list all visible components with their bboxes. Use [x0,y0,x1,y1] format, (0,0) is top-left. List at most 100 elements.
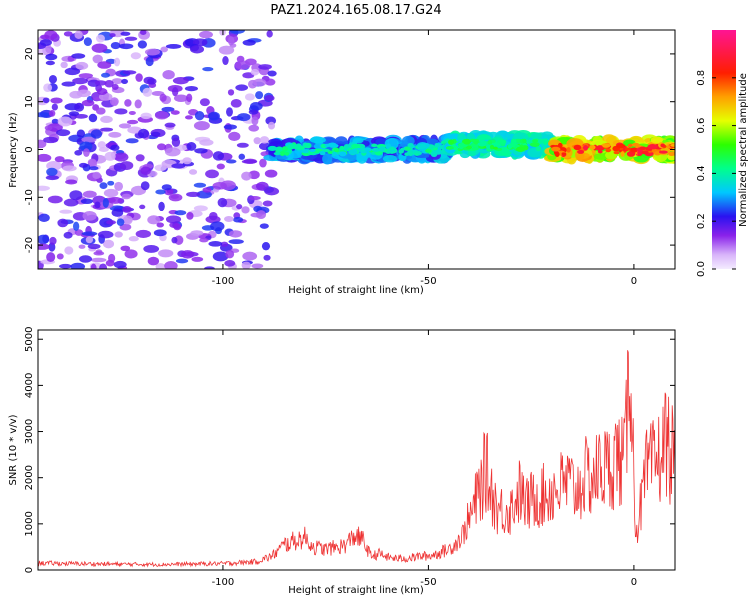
spectrogram-cell [164,147,181,157]
spectrogram-cell [168,193,183,202]
spectrogram-cell [241,206,250,214]
spectrogram-cell [97,88,108,96]
spectrogram-cell [228,239,244,245]
spectrogram-cell [360,147,366,153]
spectrogram-cell [193,182,207,188]
spectrogram-cell [230,99,242,108]
spectrogram-cell [114,152,129,162]
spectrogram-cell [241,159,258,164]
spectrogram-cell [375,138,387,146]
spectrogram-cell [108,253,116,263]
spectrogram-cell [111,78,123,85]
spectrogram-cell [69,190,83,201]
spectrogram-cell [80,198,93,205]
spectrogram-x-label: Height of straight line (km) [288,285,424,296]
spectrogram-y-tick-label: 0 [24,146,35,152]
spectrogram-cell [193,121,210,131]
spectrogram-cell [264,187,280,196]
spectrogram-cell [452,145,459,151]
spectrogram-cell [430,151,438,158]
spectrogram-cell [46,167,58,176]
spectrogram-cell [122,215,133,225]
spectrogram-cell [532,139,538,143]
spectrogram-cell [236,113,251,122]
spectrogram-cell [94,201,101,209]
spectrogram-cell [104,151,116,161]
spectrogram-cell [137,40,147,49]
spectrogram-cell [210,221,225,232]
spectrogram-cell [72,77,88,85]
spectrogram-cell [68,111,80,117]
spectrogram-cell [147,215,161,225]
spectrogram-cell [48,110,56,117]
spectrogram-cell [263,254,271,261]
spectrogram-cell [43,136,59,144]
spectrogram-cell [529,142,540,147]
spectrogram-cell [46,252,56,263]
spectrogram-cell [59,263,72,269]
spectrogram-cell [78,73,93,79]
spectrogram-cell [241,171,252,181]
colorbar-tick-label: 0.8 [696,70,707,86]
colorbar-tick-label: 0.2 [696,213,707,229]
spectrogram-cell [108,131,122,138]
spectrogram-cell [143,244,160,253]
snr-y-tick-label: 1000 [24,511,35,536]
spectrogram-cell [371,147,381,152]
spectrogram-cell [64,246,74,255]
spectrogram-cell [87,158,97,167]
spectrogram-cell [253,137,262,145]
spectrogram-cell [228,131,241,141]
spectrogram-cell [155,189,166,195]
spectrogram-cell [339,145,345,151]
spectrogram-cell [371,143,378,148]
spectrogram-cell [78,162,88,168]
spectrogram-cell [224,259,236,267]
spectrogram-cell [56,129,71,137]
spectrogram-cell [225,159,237,164]
spectrogram-cell [286,143,297,149]
spectrogram-cell [124,99,132,107]
spectrogram-cell [92,171,101,179]
spectrogram-cell [186,142,197,151]
spectrogram-cell [448,139,455,145]
spectrogram-cell [107,196,123,204]
spectrogram-cell [85,236,94,244]
spectrogram-x-tick-label: 0 [631,276,637,287]
spectrogram-cell [97,61,112,69]
spectrogram-cell [425,148,432,153]
spectrogram-cell [114,108,128,115]
spectrogram-y-tick-label: 10 [24,95,35,108]
spectrogram-cell [51,103,58,111]
spectrogram-cell [64,67,81,76]
spectrogram-cell [226,107,233,117]
spectrogram-cell [97,141,106,149]
spectrogram-cell [279,151,286,156]
spectrogram-cell [114,181,124,192]
spectrogram-cell [639,146,647,151]
spectrogram-cell [248,124,260,132]
spectrogram-cell [139,30,147,35]
spectrogram-cell [164,261,178,269]
spectrogram-cell [107,180,115,186]
spectrogram-cell [90,257,107,263]
spectrogram-cell [104,80,114,88]
spectrogram-cell [78,255,93,263]
spectrogram-cell [126,119,139,125]
spectrogram-cell [162,70,175,80]
spectrogram-cell [88,166,99,171]
spectrogram-cell [264,78,276,86]
spectrogram-cell [218,45,235,55]
spectrogram-cell [242,251,258,261]
spectrogram-cell [250,68,260,76]
spectrogram-cell [172,76,189,85]
spectrogram-cell [45,60,55,66]
spectrogram-cell [251,263,264,269]
spectrogram-cell [134,99,142,109]
spectrogram-cell [62,165,77,172]
spectrogram-cell [351,143,360,149]
spectrogram-cell [111,83,119,91]
spectrogram-cell [212,151,225,161]
spectrogram-cell [128,236,139,242]
